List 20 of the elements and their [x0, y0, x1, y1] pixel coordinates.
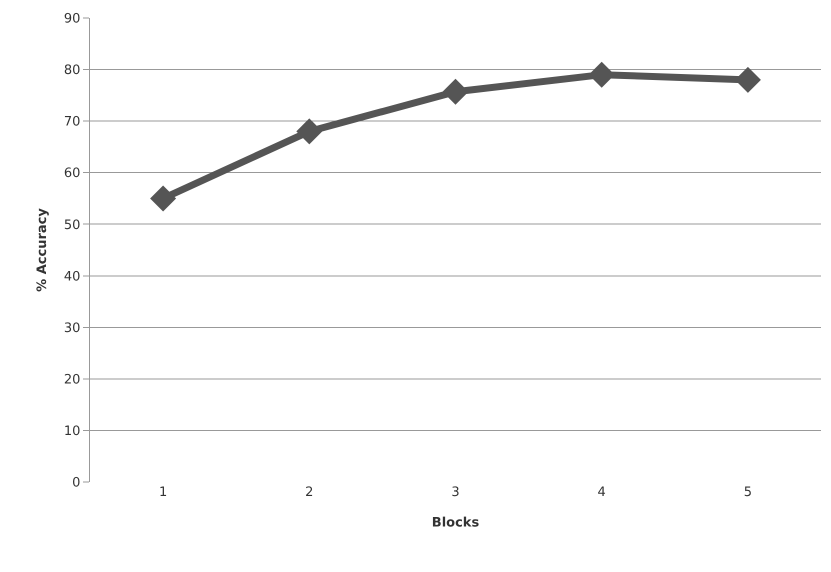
y-tick-label: 10	[64, 424, 80, 439]
y-tick-label: 80	[64, 63, 80, 78]
y-tick-label: 70	[64, 114, 80, 130]
x-tick-label: 4	[598, 485, 606, 500]
x-tick-label: 1	[158, 485, 168, 500]
x-axis-title: Blocks	[432, 516, 480, 531]
x-tick-label: 3	[451, 485, 460, 500]
y-axis-title: % Accuracy	[34, 208, 50, 292]
y-tick-label: 30	[64, 320, 80, 336]
y-tick-label: 20	[64, 372, 80, 388]
y-tick-label: 40	[64, 269, 80, 284]
x-tick-label: 5	[744, 485, 752, 500]
point	[442, 78, 468, 105]
point	[296, 118, 322, 144]
y-tick-label: 50	[64, 218, 80, 233]
y-tick-label: 90	[64, 12, 80, 27]
point	[150, 185, 176, 212]
y-tick-label: 60	[64, 166, 80, 182]
y-tick-label: 0	[72, 476, 80, 491]
x-tick-label: 2	[305, 485, 314, 500]
